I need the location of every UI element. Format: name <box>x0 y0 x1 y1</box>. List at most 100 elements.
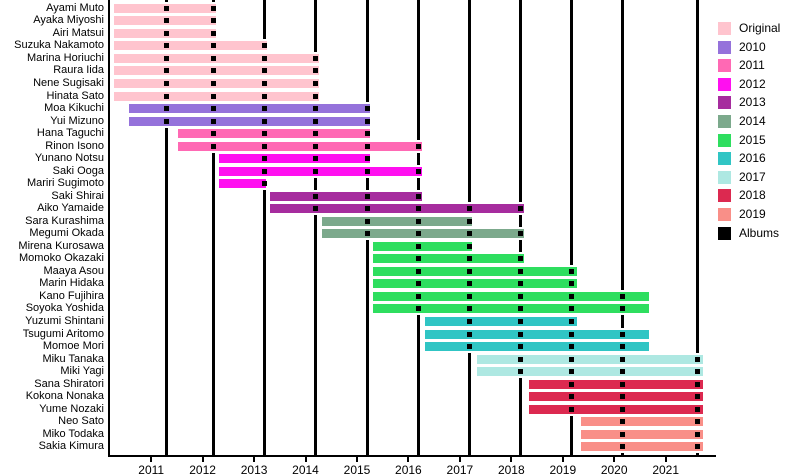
album-marker <box>518 268 524 274</box>
legend-color-swatch <box>718 40 731 54</box>
x-axis-tick <box>150 457 153 462</box>
album-marker <box>568 281 574 287</box>
album-marker <box>313 93 319 99</box>
x-axis-tick <box>356 457 358 462</box>
album-marker <box>568 268 574 274</box>
x-axis-tick <box>304 457 307 462</box>
member-tenure-bar <box>321 229 524 239</box>
member-tenure-bar <box>219 154 370 164</box>
album-marker <box>211 18 217 24</box>
member-tenure-bar <box>269 204 524 214</box>
member-name-label: Miki Yagi <box>60 365 104 378</box>
album-marker <box>261 55 267 61</box>
member-name-label: Aiko Yamaide <box>37 202 104 215</box>
album-release-line <box>569 0 573 455</box>
album-marker <box>620 356 625 362</box>
legend-color-swatch <box>718 208 731 221</box>
album-marker <box>364 168 370 174</box>
member-name-label: Marina Horiuchi <box>26 51 104 64</box>
legend-label: 2015 <box>739 132 766 147</box>
member-tenure-bar <box>425 329 650 339</box>
album-marker <box>466 319 472 324</box>
member-tenure-bar <box>581 417 703 427</box>
album-marker <box>620 394 625 400</box>
member-tenure-bar <box>269 191 422 201</box>
album-marker <box>313 143 319 149</box>
album-marker <box>211 93 217 99</box>
member-name-label: Airi Matsui <box>52 26 104 39</box>
album-marker <box>518 319 524 324</box>
legend-label: 2019 <box>739 207 766 221</box>
member-tenure-bar <box>529 392 703 402</box>
member-tenure-bar <box>373 304 650 314</box>
album-marker <box>518 306 524 312</box>
member-tenure-bar <box>529 379 703 389</box>
member-tenure-bar <box>373 291 650 301</box>
member-tenure-bar <box>129 104 370 113</box>
album-marker <box>313 131 319 136</box>
legend-color-swatch <box>718 77 731 91</box>
legend-item-2014: 2014 <box>718 115 798 129</box>
album-marker <box>164 30 170 36</box>
legend-color-swatch <box>718 189 731 203</box>
member-tenure-bar <box>113 41 268 51</box>
legend-label: 2011 <box>739 58 765 73</box>
member-name-label: Yume Nozaki <box>39 402 104 415</box>
legend-item-original: Original <box>718 22 798 36</box>
album-marker <box>313 156 319 162</box>
album-release-line <box>262 0 266 455</box>
album-marker <box>164 106 170 111</box>
legend-color-swatch <box>718 226 731 240</box>
album-marker <box>466 243 472 249</box>
legend-color-swatch <box>718 152 731 166</box>
x-axis-tick-label: 2013 <box>240 463 268 475</box>
album-marker <box>261 143 267 149</box>
legend-item-albums: Albums <box>718 226 798 241</box>
member-tenure-bar <box>373 266 578 276</box>
album-marker <box>416 206 422 212</box>
album-marker <box>568 356 574 362</box>
member-tenure-bar <box>477 354 703 364</box>
album-marker <box>620 369 625 375</box>
album-marker <box>261 93 267 99</box>
member-name-label: Sakia Kimura <box>38 440 104 453</box>
album-marker <box>164 68 170 74</box>
legend-label: Original <box>739 21 781 35</box>
x-axis-tick <box>664 457 667 462</box>
legend-item-2015: 2015 <box>718 132 798 148</box>
member-tenure-bar <box>177 129 370 138</box>
album-marker <box>695 419 701 425</box>
album-marker <box>416 281 422 287</box>
album-marker <box>313 193 319 199</box>
member-tenure-bar <box>581 442 703 452</box>
member-name-label: Megumi Okada <box>29 227 104 240</box>
legend-item-2017: 2017 <box>718 170 798 185</box>
album-marker <box>211 131 217 136</box>
album-marker <box>620 419 625 425</box>
album-release-line <box>519 0 523 455</box>
member-tenure-bar <box>425 342 650 351</box>
album-marker <box>261 106 267 111</box>
album-marker <box>211 80 217 86</box>
x-axis-tick-label: 2015 <box>343 463 371 475</box>
member-name-label: Kokona Nonaka <box>25 390 104 403</box>
album-marker <box>466 268 472 274</box>
album-marker <box>518 344 524 349</box>
member-name-label: Suzuka Nakamoto <box>14 39 104 52</box>
x-axis-tick <box>561 457 564 462</box>
album-marker <box>261 131 267 136</box>
album-marker <box>416 218 422 224</box>
member-name-label: Mirena Kurosawa <box>18 239 104 252</box>
album-marker <box>164 5 170 11</box>
member-name-label: Sara Kurashima <box>25 214 104 227</box>
album-marker <box>164 55 170 61</box>
album-marker <box>261 68 267 74</box>
album-marker <box>620 406 625 412</box>
album-marker <box>261 118 267 124</box>
album-marker <box>695 356 701 362</box>
album-marker <box>518 293 524 299</box>
member-name-label: Miko Todaka <box>42 427 104 440</box>
album-marker <box>364 118 370 124</box>
album-marker <box>568 394 574 400</box>
